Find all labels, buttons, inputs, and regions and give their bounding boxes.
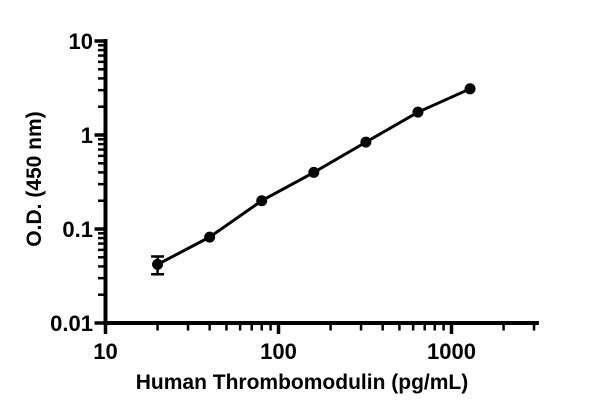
x-minor-tick	[329, 325, 332, 331]
x-major-tick	[449, 325, 454, 334]
x-minor-tick	[423, 325, 426, 331]
y-axis-spine	[103, 39, 108, 325]
y-minor-tick	[98, 60, 104, 64]
y-minor-tick	[98, 171, 104, 174]
y-minor-tick	[98, 236, 104, 240]
x-axis-title: Human Thrombomodulin (pg/mL)	[136, 371, 468, 394]
y-minor-tick	[98, 232, 104, 235]
x-minor-tick	[208, 325, 211, 331]
x-minor-tick	[411, 325, 415, 331]
y-minor-tick	[98, 242, 104, 245]
x-tick-label: 1000	[427, 339, 476, 364]
data-series-layer	[151, 83, 476, 276]
y-minor-tick	[98, 248, 104, 252]
y-minor-tick	[98, 48, 104, 52]
y-minor-tick	[98, 54, 104, 57]
y-minor-tick	[98, 142, 104, 146]
y-minor-tick	[98, 293, 104, 296]
ticks-layer	[94, 39, 536, 334]
x-major-tick	[276, 325, 281, 334]
x-minor-tick	[359, 325, 363, 331]
x-minor-tick	[398, 325, 401, 331]
y-minor-tick	[98, 105, 104, 108]
y-major-tick	[94, 321, 104, 325]
y-axis-title: O.D. (450 nm)	[23, 111, 46, 246]
x-tick-label: 100	[260, 339, 297, 364]
x-minor-tick	[186, 325, 190, 331]
y-minor-tick	[98, 265, 104, 268]
data-point	[204, 231, 216, 243]
y-minor-tick	[98, 276, 104, 280]
x-major-tick	[103, 325, 108, 334]
data-point	[412, 106, 424, 118]
y-tick-label: 0.01	[50, 311, 93, 336]
x-minor-tick	[250, 325, 253, 331]
error-bar-cap-top	[151, 255, 165, 258]
data-point	[308, 166, 320, 178]
x-minor-tick	[260, 325, 263, 331]
y-minor-tick	[98, 256, 104, 259]
x-minor-tick	[269, 325, 272, 331]
x-minor-tick	[225, 325, 228, 331]
y-minor-tick	[98, 88, 104, 92]
y-minor-tick	[98, 162, 104, 165]
y-major-tick	[94, 227, 104, 231]
y-tick-label: 1	[81, 123, 93, 148]
tick-labels-layer: 10 100 1000 0.01 0.1 1 10	[50, 29, 476, 364]
y-minor-tick	[98, 44, 104, 47]
data-point	[256, 195, 268, 207]
y-minor-tick	[98, 68, 104, 71]
x-axis-spine	[103, 321, 539, 325]
data-point	[152, 258, 164, 270]
x-minor-tick	[381, 325, 384, 331]
y-minor-tick	[98, 182, 104, 186]
x-minor-tick	[532, 325, 536, 331]
y-major-tick	[94, 133, 104, 137]
data-point	[360, 136, 372, 148]
y-minor-tick	[98, 199, 104, 202]
data-point	[464, 83, 476, 95]
y-minor-tick	[98, 138, 104, 141]
y-tick-label: 0.1	[62, 217, 93, 242]
x-minor-tick	[502, 325, 505, 331]
y-minor-tick	[98, 148, 104, 151]
axes-layer	[103, 39, 539, 325]
error-bar-cap-bottom	[151, 273, 165, 276]
y-minor-tick	[98, 154, 104, 158]
x-minor-tick	[442, 325, 445, 331]
y-minor-tick	[98, 77, 104, 80]
x-minor-tick	[238, 325, 242, 331]
x-minor-tick	[433, 325, 436, 331]
x-tick-label: 10	[93, 339, 117, 364]
x-minor-tick	[156, 325, 159, 331]
y-major-tick	[94, 39, 104, 43]
y-tick-label: 10	[69, 29, 93, 54]
